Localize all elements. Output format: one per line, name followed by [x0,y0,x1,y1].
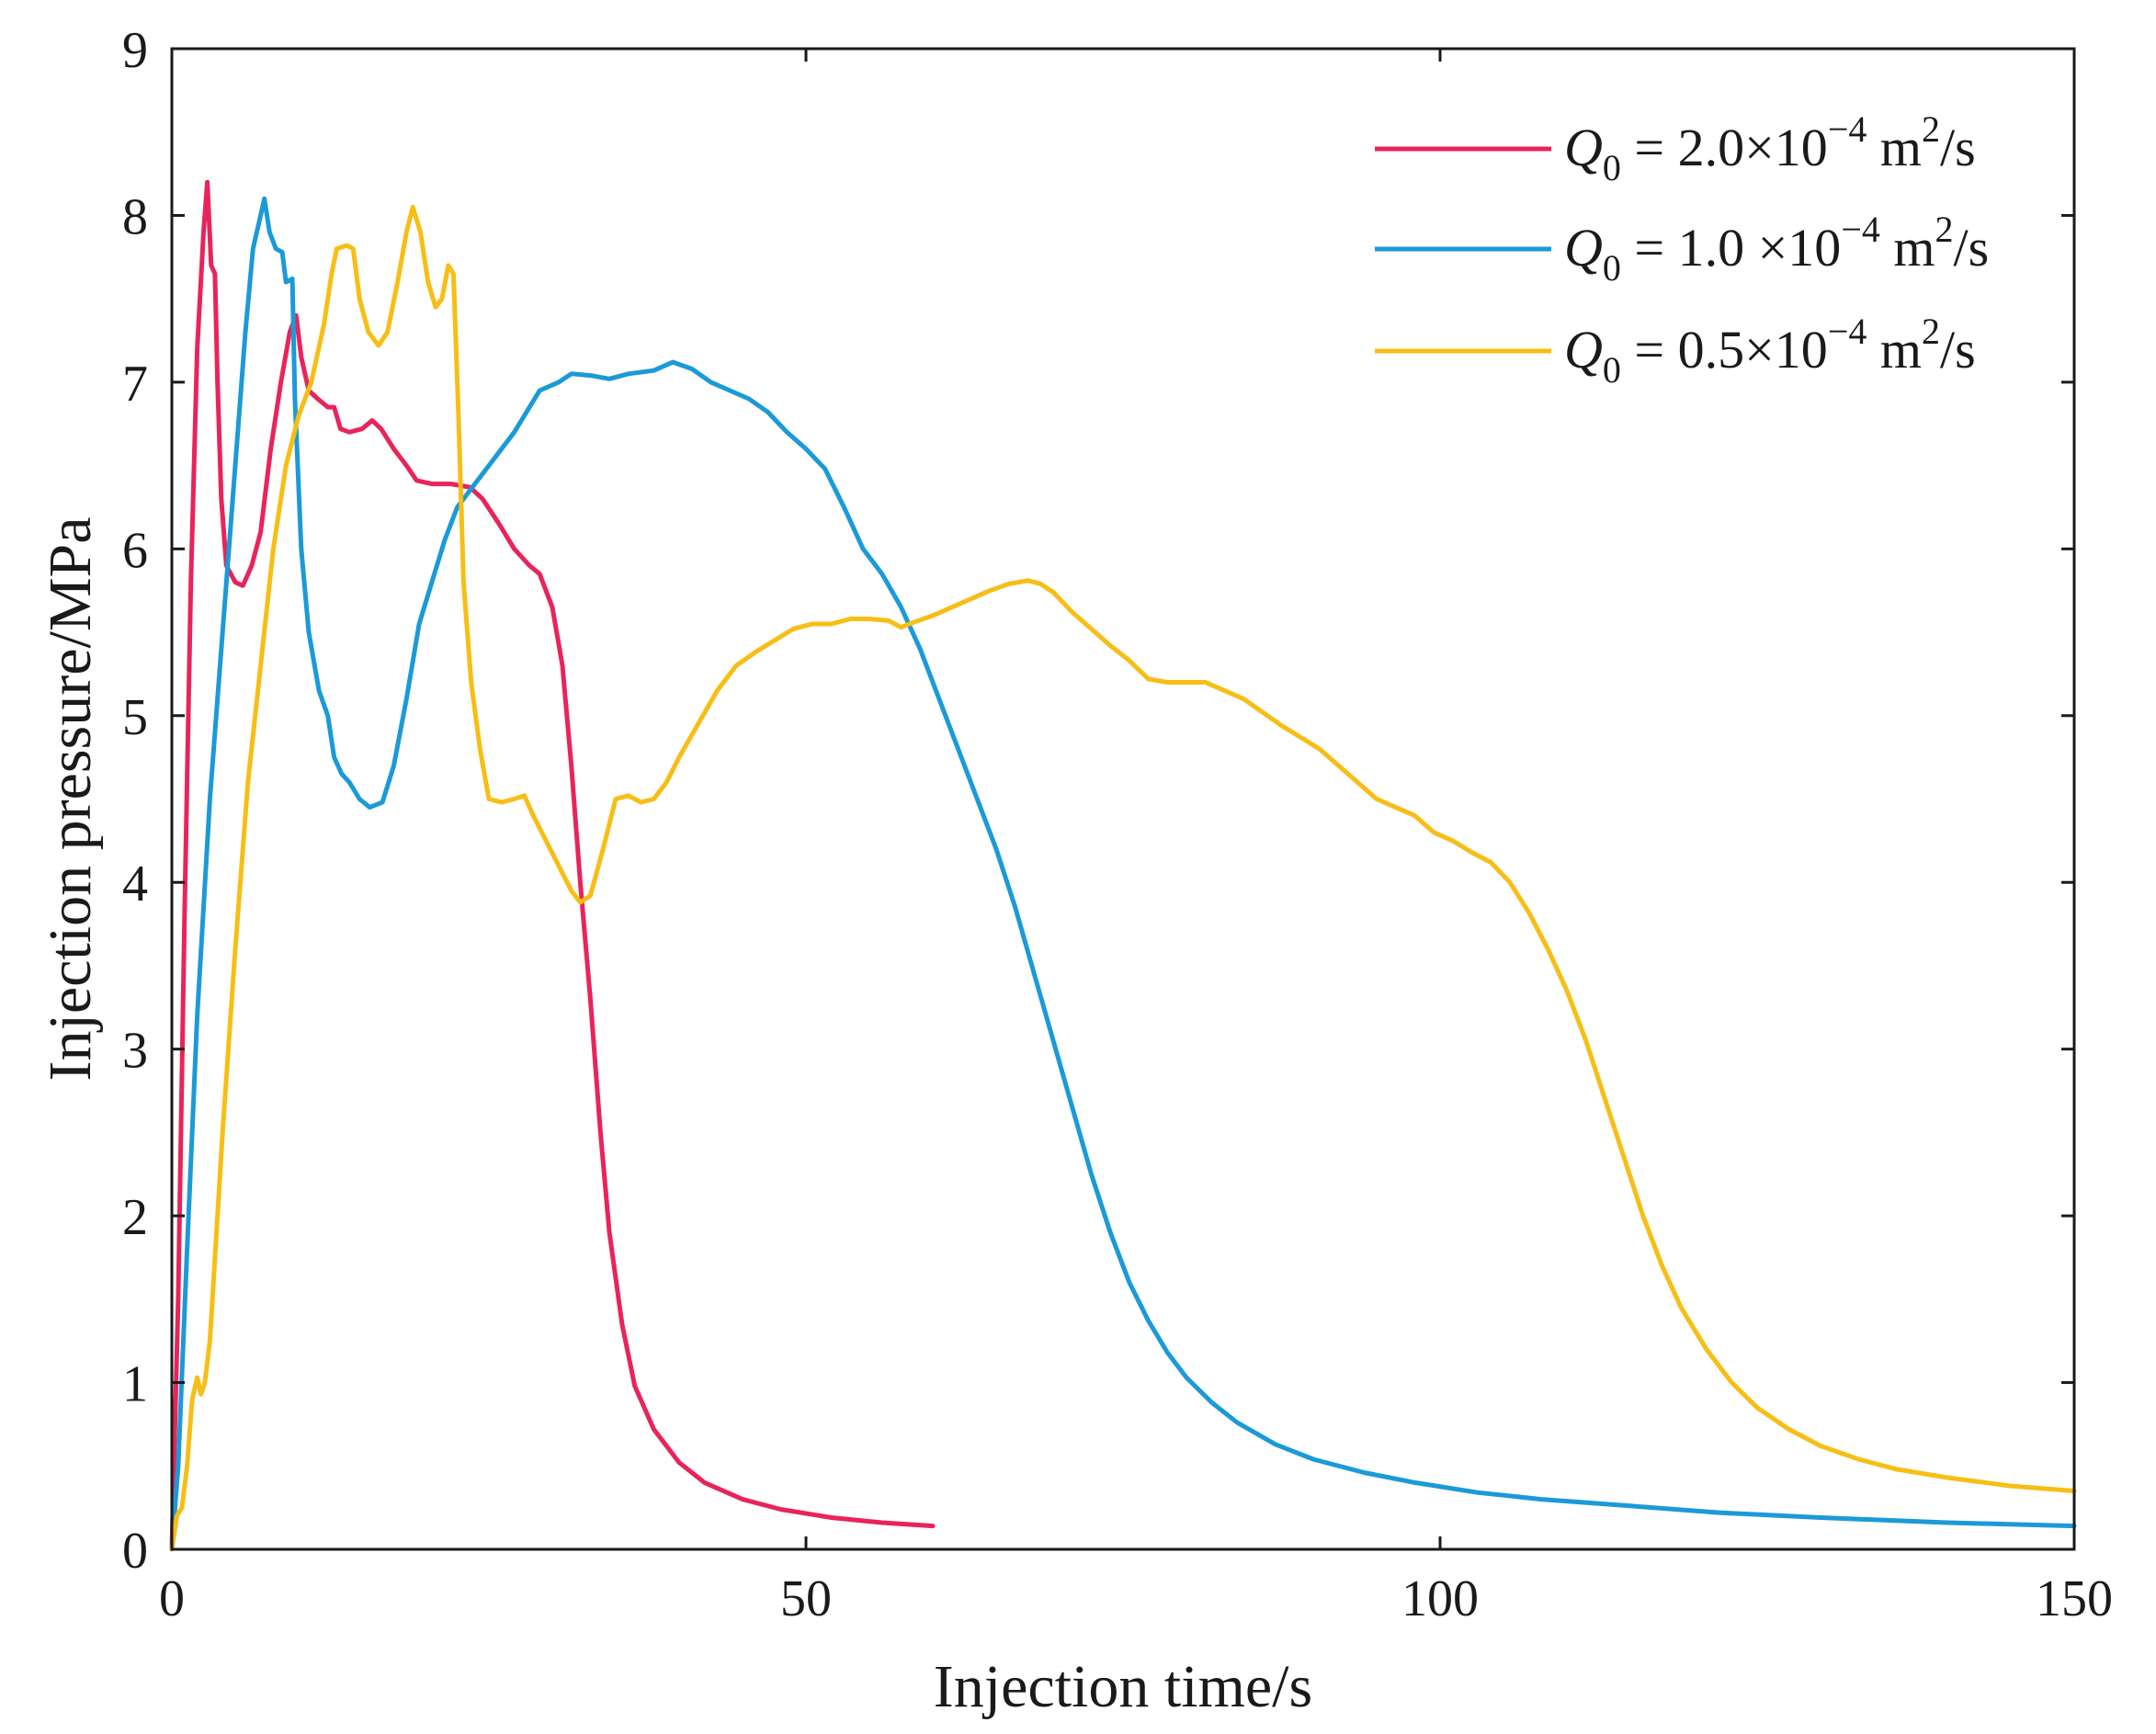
legend-label: Q0 = 2.0×10−4 m2/s [1564,108,1976,188]
series-line-2 [169,196,2077,1552]
legend-unit-text: m [1880,218,1935,278]
legend-tail-text: /s [1940,118,1976,177]
y-tick-label: 9 [122,22,148,79]
x-tick-label: 150 [2036,1570,2113,1627]
series-line-3 [169,204,2077,1552]
legend-unit-exp-text: 2 [1922,108,1940,150]
legend-label: Q0 = 1.0 ×10−4 m2/s [1564,209,1989,289]
legend-sub-text: 0 [1603,349,1621,391]
series-line-1 [169,179,936,1552]
legend-eq-text: = 1.0 ×10 [1621,218,1841,278]
series-layer [169,179,2077,1552]
legend-entry: Q0 = 0.5×10−4 m2/s [1375,311,1976,391]
legend-q-text: Q [1564,118,1603,177]
x-tick-label: 50 [780,1570,832,1627]
legend-unit-text: m [1867,118,1922,177]
legend-entry: Q0 = 2.0×10−4 m2/s [1375,108,1976,188]
y-axis-label: Injection pressure/MPa [37,516,104,1081]
plot-frame [170,47,2076,1551]
y-tick-label: 8 [122,188,148,245]
y-tick-label: 2 [122,1189,148,1246]
legend-exp-text: −4 [1828,108,1867,150]
y-tick-label: 5 [122,689,148,746]
legend-tail-text: /s [1940,320,1976,380]
legend-unit-exp-text: 2 [1922,311,1940,352]
legend-eq-text: = 0.5×10 [1621,320,1828,380]
legend-sub-text: 0 [1603,247,1621,289]
legend-exp-text: −4 [1841,209,1880,250]
legend: Q0 = 2.0×10−4 m2/sQ0 = 1.0 ×10−4 m2/sQ0 … [1375,108,1989,391]
legend-eq-text: = 2.0×10 [1621,118,1828,177]
legend-sub-text: 0 [1603,147,1621,188]
y-tick-label: 6 [122,522,148,579]
legend-q-text: Q [1564,218,1603,278]
x-axis-label: Injection time/s [934,1653,1312,1720]
y-tick-label: 0 [122,1523,148,1580]
y-tick-label: 4 [122,856,148,912]
legend-unit-text: m [1867,320,1922,380]
y-tick-label: 7 [122,356,148,413]
x-tick-label: 0 [159,1570,185,1627]
legend-label: Q0 = 0.5×10−4 m2/s [1564,311,1976,391]
y-tick-label: 3 [122,1023,148,1080]
legend-q-text: Q [1564,320,1603,380]
x-tick-label: 100 [1401,1570,1479,1627]
y-tick-label: 1 [122,1356,148,1413]
tick-layer: 0 50 100 150 0 1 2 3 4 5 6 7 8 9 [122,22,2113,1627]
legend-exp-text: −4 [1828,311,1867,352]
legend-tail-text: /s [1954,218,1990,278]
legend-unit-exp-text: 2 [1935,209,1954,250]
legend-entry: Q0 = 1.0 ×10−4 m2/s [1375,209,1989,289]
